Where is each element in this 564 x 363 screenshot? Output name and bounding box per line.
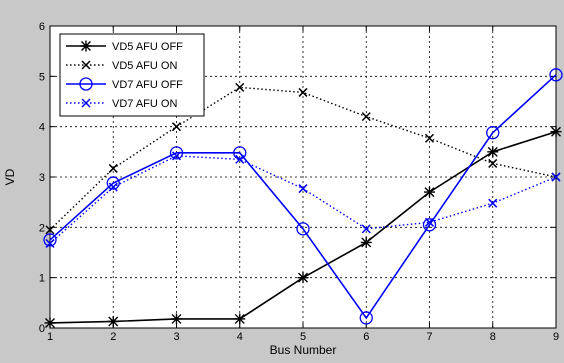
x-tick-label-1: 1 (47, 331, 53, 343)
series-3-point-5 (296, 222, 310, 236)
x-axis-label: Bus Number (270, 343, 337, 357)
series-2-point-5 (298, 87, 308, 97)
series-line-2 (49, 86, 557, 231)
y-axis-label: VD (3, 168, 17, 185)
series-2-point-4 (235, 82, 245, 92)
x-tick-label-2: 2 (110, 331, 116, 343)
series-3-point-2 (106, 176, 120, 190)
x-tick-label-6: 6 (363, 331, 369, 343)
series-1-point-8 (487, 146, 499, 158)
y-tick-label-4: 4 (39, 122, 45, 134)
series-2-point-8 (488, 158, 498, 168)
x-tick-label-5: 5 (300, 331, 306, 343)
series-2-point-3 (171, 122, 182, 132)
legend-label-2: VD5 AFU ON (112, 60, 177, 72)
series-3-point-3 (169, 146, 184, 160)
y-tick-label-6: 6 (39, 21, 45, 33)
x-tick-label-9: 9 (553, 331, 559, 343)
legend-marker-3 (79, 77, 93, 91)
series-3-point-6 (359, 311, 373, 325)
series-1-point-2 (107, 315, 119, 327)
series-3 (43, 68, 563, 325)
series-4-point-8 (488, 198, 498, 208)
x-tick-label-3: 3 (173, 331, 179, 343)
series-3-point-7 (422, 218, 437, 232)
series-1 (44, 126, 562, 329)
series-4 (45, 151, 561, 248)
legend-marker-2 (81, 60, 91, 70)
series-1-point-5 (297, 272, 309, 284)
y-tick-label-5: 5 (39, 71, 45, 83)
y-tick-label-0: 0 (39, 323, 45, 335)
series-1-point-6 (360, 236, 372, 248)
series-2-point-2 (108, 163, 118, 173)
series-2-point-7 (424, 133, 435, 143)
series-4-point-4 (235, 154, 245, 164)
legend: VD5 AFU OFF VD5 AFU ON VD7 AFU OFF VD7 AFU … (59, 33, 205, 117)
series-1-point-7 (424, 186, 435, 198)
y-tick-label-2: 2 (39, 222, 45, 234)
series-3-point-1 (43, 233, 57, 247)
series-3-point-9 (549, 68, 563, 82)
x-tick-label-4: 4 (237, 331, 243, 343)
series-4-point-7 (424, 217, 435, 227)
y-tick-label-1: 1 (39, 273, 45, 285)
series-1-point-3 (171, 313, 182, 325)
series-1-point-1 (44, 317, 56, 329)
series-1-point-9 (550, 126, 562, 138)
y-tick-label-3: 3 (39, 172, 45, 184)
series-4-point-9 (551, 172, 561, 182)
series-line-3 (49, 74, 557, 320)
legend-marker-1 (80, 40, 92, 52)
series-4-point-1 (45, 238, 55, 248)
legend-label-1: VD5 AFU OFF (112, 41, 183, 53)
series-4-point-3 (171, 151, 182, 161)
series-4-point-5 (298, 184, 308, 194)
series-1-point-4 (234, 313, 246, 325)
x-tick-label-8: 8 (490, 331, 496, 343)
series-4-point-6 (361, 224, 371, 234)
series-3-point-8 (486, 126, 500, 140)
legend-label-3: VD7 AFU OFF (112, 79, 183, 91)
series-4-point-2 (108, 182, 118, 192)
series-2-point-1 (45, 225, 55, 235)
series-2-point-6 (361, 112, 371, 122)
legend-label-4: VD7 AFU ON (112, 98, 177, 110)
legend-marker-4 (81, 98, 91, 108)
x-tick-label-7: 7 (426, 331, 432, 343)
